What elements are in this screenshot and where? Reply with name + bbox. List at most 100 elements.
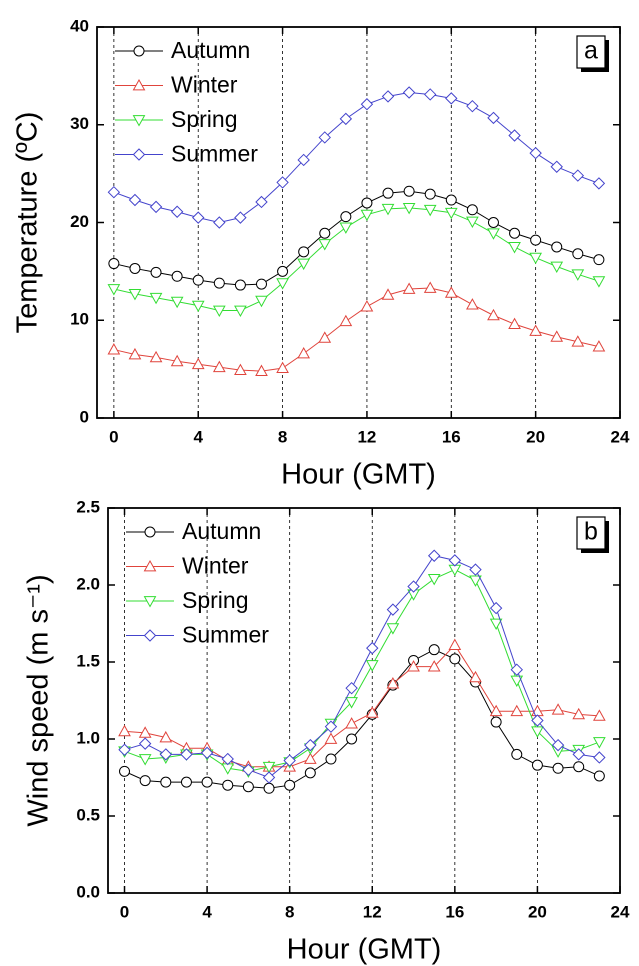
marker bbox=[276, 176, 289, 189]
marker bbox=[304, 767, 316, 779]
y-tick-label: 1.0 bbox=[76, 728, 100, 747]
marker bbox=[427, 573, 441, 586]
marker bbox=[360, 209, 374, 222]
x-tick-label: 12 bbox=[363, 902, 382, 921]
y-tick-label: 20 bbox=[70, 212, 89, 231]
marker bbox=[297, 346, 311, 359]
marker bbox=[402, 86, 416, 99]
series-line bbox=[113, 207, 600, 311]
marker bbox=[382, 187, 394, 199]
marker bbox=[255, 364, 268, 376]
marker bbox=[487, 228, 500, 240]
marker bbox=[551, 703, 565, 715]
marker bbox=[340, 211, 352, 223]
marker bbox=[242, 781, 254, 793]
marker bbox=[192, 274, 204, 286]
y-tick-label: 2.0 bbox=[76, 574, 100, 593]
marker bbox=[180, 776, 192, 788]
marker bbox=[469, 670, 482, 683]
marker bbox=[212, 305, 226, 318]
marker bbox=[318, 331, 332, 343]
marker bbox=[150, 266, 162, 278]
legend-label: Summer bbox=[171, 141, 258, 167]
y-tick-label: 30 bbox=[70, 114, 89, 133]
marker bbox=[234, 305, 247, 318]
legend-label: Spring bbox=[182, 587, 248, 613]
marker bbox=[128, 193, 142, 207]
panel-label: b bbox=[584, 518, 598, 546]
marker bbox=[427, 549, 441, 562]
marker bbox=[592, 177, 606, 190]
marker bbox=[213, 216, 226, 229]
y-tick-label: 0.0 bbox=[76, 882, 100, 901]
marker bbox=[449, 653, 461, 665]
y-tick-label: 10 bbox=[70, 310, 89, 329]
legend-marker bbox=[132, 78, 146, 91]
marker bbox=[445, 92, 458, 105]
marker bbox=[550, 330, 564, 342]
marker bbox=[318, 131, 331, 144]
marker bbox=[571, 269, 585, 281]
marker bbox=[509, 227, 521, 239]
marker bbox=[423, 204, 437, 217]
marker bbox=[386, 623, 400, 635]
marker bbox=[365, 660, 379, 672]
marker bbox=[487, 111, 500, 125]
marker bbox=[255, 195, 268, 209]
marker bbox=[508, 242, 521, 254]
marker bbox=[149, 350, 163, 363]
marker bbox=[160, 776, 172, 788]
marker bbox=[469, 575, 482, 587]
marker bbox=[381, 203, 395, 216]
marker bbox=[360, 98, 374, 111]
marker bbox=[212, 360, 226, 373]
x-axis-label: Hour (GMT) bbox=[281, 459, 436, 491]
marker bbox=[531, 714, 544, 727]
marker bbox=[107, 185, 121, 199]
marker bbox=[402, 202, 416, 215]
marker bbox=[129, 262, 141, 274]
x-tick-label: 8 bbox=[285, 902, 294, 921]
plot-frame bbox=[107, 507, 621, 894]
marker bbox=[551, 738, 565, 752]
marker bbox=[149, 200, 163, 214]
marker bbox=[201, 776, 213, 788]
marker bbox=[489, 704, 503, 717]
marker bbox=[118, 743, 131, 756]
marker bbox=[324, 732, 338, 744]
marker bbox=[118, 724, 131, 737]
marker bbox=[592, 276, 606, 288]
marker bbox=[283, 754, 296, 767]
marker bbox=[297, 153, 310, 167]
series-line bbox=[113, 287, 600, 372]
x-tick-label: 20 bbox=[526, 427, 545, 446]
marker bbox=[107, 284, 121, 296]
marker bbox=[345, 697, 358, 709]
marker bbox=[180, 748, 193, 761]
marker bbox=[346, 733, 358, 745]
marker bbox=[424, 188, 436, 200]
x-tick-label: 24 bbox=[611, 427, 630, 446]
marker bbox=[466, 204, 478, 216]
marker bbox=[423, 281, 437, 293]
marker bbox=[170, 296, 184, 309]
marker bbox=[263, 782, 275, 794]
marker bbox=[508, 317, 521, 330]
marker bbox=[423, 88, 437, 101]
legend-label: Summer bbox=[182, 622, 269, 648]
legend-marker bbox=[143, 596, 157, 608]
legend-label: Spring bbox=[171, 106, 237, 132]
marker bbox=[339, 314, 353, 327]
y-tick-label: 2.5 bbox=[76, 497, 100, 516]
marker bbox=[339, 222, 353, 234]
marker bbox=[510, 675, 524, 688]
marker bbox=[276, 278, 289, 290]
x-tick-label: 20 bbox=[528, 902, 547, 921]
y-tick-label: 0.5 bbox=[76, 805, 100, 824]
marker bbox=[572, 707, 586, 720]
marker bbox=[170, 205, 184, 218]
marker bbox=[149, 292, 163, 305]
marker bbox=[222, 779, 234, 791]
marker bbox=[402, 282, 416, 294]
